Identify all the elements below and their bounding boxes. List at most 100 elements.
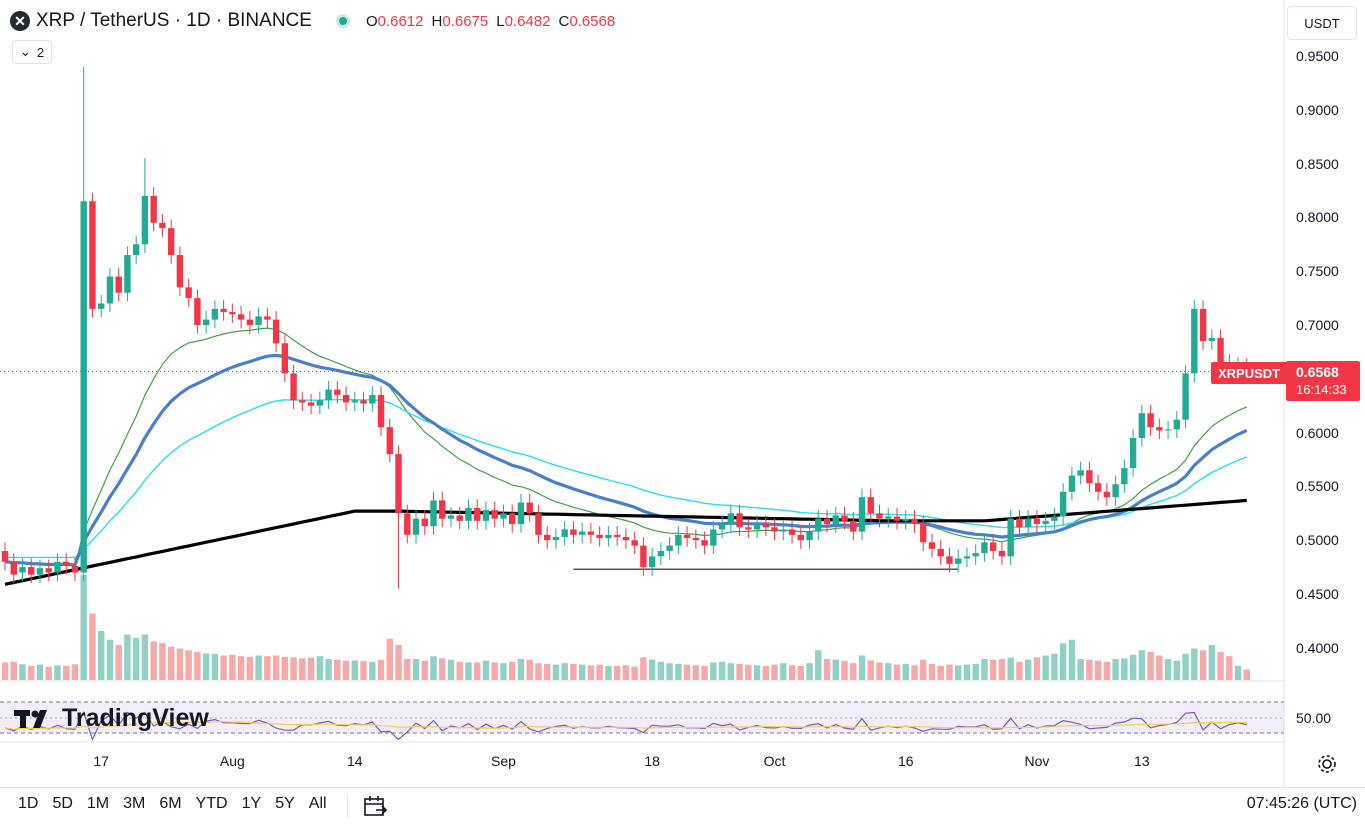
time-tick-label: Sep [490, 753, 516, 769]
volume-bar [10, 661, 17, 680]
candle-body [587, 531, 595, 535]
volume-bar [640, 657, 647, 680]
candle-body [1199, 308, 1207, 342]
range-all[interactable]: All [308, 795, 327, 812]
candle-body [543, 534, 551, 541]
candle-body [307, 402, 315, 406]
volume-bar [1226, 656, 1233, 680]
volume-bar [1007, 657, 1014, 680]
currency-button[interactable]: USDT [1287, 6, 1357, 40]
last-price-tag: 0.6568 16:14:33 [1286, 361, 1360, 401]
volume-bar [955, 665, 962, 680]
candle-body [911, 518, 918, 525]
volume-bar [710, 662, 717, 680]
range-ytd[interactable]: YTD [195, 795, 228, 812]
candle-body [211, 308, 219, 320]
volume-bar [771, 664, 778, 680]
candle-body [850, 520, 857, 532]
candle-body [762, 524, 770, 528]
candle-body [815, 518, 822, 532]
volume-bar [631, 666, 638, 680]
volume-bar [1033, 657, 1041, 680]
candle-body [867, 497, 874, 514]
candle-body [718, 524, 726, 530]
volume-bar [360, 661, 367, 680]
candle-body [115, 276, 122, 293]
volume-bar [578, 664, 586, 680]
candle-body [272, 319, 280, 344]
candle-body [657, 550, 665, 557]
volume-bar [823, 659, 831, 680]
range-6m[interactable]: 6M [159, 795, 182, 812]
candle-body [325, 389, 332, 401]
candle-body [106, 276, 114, 304]
candle-body [1103, 491, 1111, 498]
time-tick-label: Nov [1024, 753, 1050, 769]
candle-body [928, 542, 936, 549]
range-5d[interactable]: 5D [52, 795, 73, 812]
price-chart[interactable] [0, 0, 1365, 787]
range-3m[interactable]: 3M [123, 795, 146, 812]
range-5y[interactable]: 5Y [275, 795, 295, 812]
volume-bar [89, 613, 96, 680]
candle-body [63, 561, 70, 567]
volume-bar [456, 661, 463, 680]
volume-bar [613, 666, 621, 680]
range-1y[interactable]: 1Y [241, 795, 262, 812]
indicators-collapse-button[interactable]: ⌄ 2 [12, 40, 52, 64]
symbol-title[interactable]: XRP / TetherUS · 1D · BINANCE [36, 10, 312, 31]
volume-bar [124, 634, 131, 680]
candle-body [54, 561, 61, 573]
volume-bar [1024, 659, 1032, 680]
toolbar-divider [347, 796, 348, 818]
candle-body [683, 534, 691, 539]
volume-bar [745, 664, 752, 680]
volume-bar [989, 659, 997, 680]
candle-body [561, 529, 568, 537]
candle-body [369, 394, 376, 404]
utc-clock[interactable]: 07:45:26 (UTC) [1246, 795, 1357, 812]
candle-body [167, 228, 175, 256]
candle-body [745, 527, 752, 530]
candle-body [124, 255, 131, 293]
candle-body [19, 567, 26, 573]
candle-body [474, 507, 481, 521]
volume-bar [185, 650, 192, 680]
volume-bar [290, 657, 297, 680]
candle-body [36, 568, 44, 575]
candle-body [631, 540, 638, 546]
candle-body [176, 255, 184, 288]
tradingview-logo[interactable]: TradingView [14, 704, 209, 733]
volume-bar [509, 661, 516, 680]
candle-body [1164, 429, 1172, 431]
volume-bar [622, 665, 630, 680]
range-1d[interactable]: 1D [18, 795, 39, 812]
candle-body [71, 566, 79, 573]
chevron-down-icon: ⌄ [19, 44, 31, 59]
volume-bar [1042, 655, 1049, 680]
volume-bar [1103, 661, 1111, 680]
candle-body [998, 550, 1006, 557]
volume-bar [1, 662, 9, 680]
volume-bar [80, 575, 87, 680]
volume-bar [692, 665, 700, 680]
volume-bar [928, 663, 936, 680]
candle-body [753, 524, 761, 530]
candle-body [1182, 373, 1189, 420]
candle-body [613, 534, 621, 537]
volume-bar [325, 659, 332, 680]
ohlc-open-value: 0.6612 [377, 12, 424, 30]
volume-bar [526, 659, 533, 680]
ohlc-high-key: H [431, 12, 443, 30]
volume-bar [430, 656, 437, 680]
candle-body [771, 527, 778, 532]
ohlc-low-key: L [496, 12, 505, 30]
time-tick-label: 17 [93, 753, 109, 769]
ohlc-high-value: 0.6675 [442, 12, 489, 30]
price-tick-label: 0.9000 [1296, 101, 1339, 118]
volume-bar [1086, 659, 1093, 680]
settings-gear-icon[interactable] [1316, 753, 1338, 775]
range-1m[interactable]: 1M [86, 795, 110, 812]
volume-bar [806, 663, 813, 680]
calendar-goto-icon[interactable] [362, 794, 388, 820]
